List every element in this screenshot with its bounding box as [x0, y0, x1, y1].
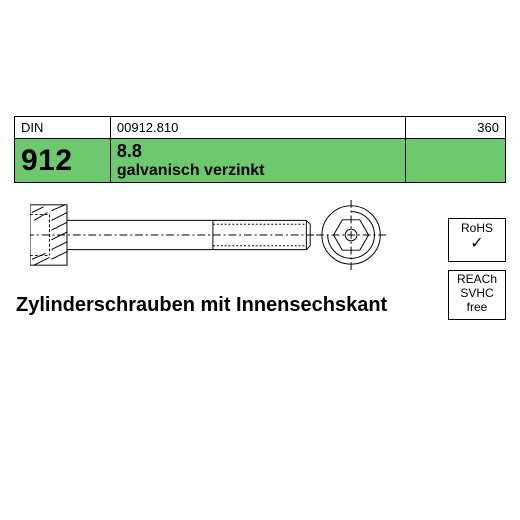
finish: galvanisch verzinkt [117, 162, 399, 180]
rohs-badge: RoHS ✓ [448, 218, 506, 262]
header-row-2: 912 8.8 galvanisch verzinkt [15, 139, 506, 183]
part-number-cell: 00912.810 [110, 117, 405, 139]
grade-finish-cell: 8.8 galvanisch verzinkt [110, 139, 405, 183]
extra-number: 360 [477, 120, 499, 135]
reach-line1: REACh [449, 273, 505, 287]
extra-number-cell: 360 [406, 117, 506, 139]
grade: 8.8 [117, 142, 399, 162]
std-number-cell: 912 [15, 139, 111, 183]
product-card: DIN 00912.810 360 912 8.8 galvanisch ver… [0, 0, 520, 520]
rohs-label: RoHS [449, 222, 505, 236]
header-row-1: DIN 00912.810 360 [15, 117, 506, 139]
header-table: DIN 00912.810 360 912 8.8 galvanisch ver… [14, 116, 506, 183]
reach-line2: SVHC [449, 287, 505, 301]
std-label: DIN [21, 120, 43, 135]
screw-diagram [30, 194, 390, 276]
reach-badge: REACh SVHC free [448, 270, 506, 320]
std-number: 912 [21, 144, 73, 177]
std-label-cell: DIN [15, 117, 111, 139]
empty-green-cell [406, 139, 506, 183]
check-icon: ✓ [449, 236, 505, 252]
product-title: Zylinderschrauben mit Innensechskant [16, 294, 387, 317]
part-number: 00912.810 [117, 120, 178, 135]
reach-line3: free [449, 301, 505, 315]
